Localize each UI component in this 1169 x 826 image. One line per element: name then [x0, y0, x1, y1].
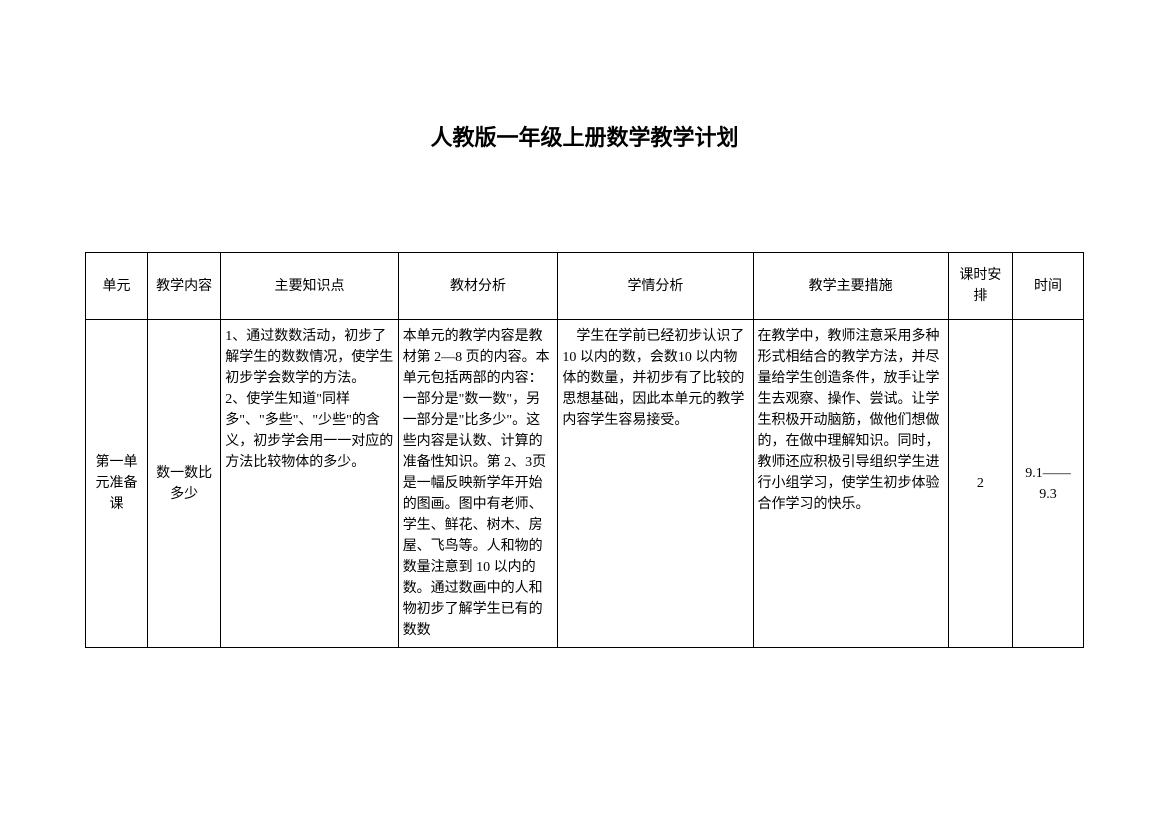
- cell-time: 9.1——9.3: [1012, 320, 1083, 648]
- lesson-plan-table: 单元 教学内容 主要知识点 教材分析 学情分析 教学主要措施 课时安排 时间 第…: [85, 252, 1084, 648]
- header-unit: 单元: [86, 253, 148, 320]
- header-knowledge: 主要知识点: [221, 253, 398, 320]
- header-measures: 教学主要措施: [753, 253, 948, 320]
- page-title: 人教版一年级上册数学教学计划: [85, 120, 1084, 152]
- header-time: 时间: [1012, 253, 1083, 320]
- header-content: 教学内容: [148, 253, 221, 320]
- cell-knowledge: 1、通过数数活动，初步了解学生的数数情况，使学生初步学会数学的方法。2、使学生知…: [221, 320, 398, 648]
- cell-hours: 2: [948, 320, 1012, 648]
- header-material: 教材分析: [398, 253, 558, 320]
- cell-unit: 第一单元准备课: [86, 320, 148, 648]
- cell-content: 数一数比多少: [148, 320, 221, 648]
- header-student: 学情分析: [558, 253, 753, 320]
- header-hours: 课时安排: [948, 253, 1012, 320]
- cell-measures: 在教学中，教师注意采用多种形式相结合的教学方法，并尽量给学生创造条件，放手让学生…: [753, 320, 948, 648]
- table-header-row: 单元 教学内容 主要知识点 教材分析 学情分析 教学主要措施 课时安排 时间: [86, 253, 1084, 320]
- cell-student: 学生在学前已经初步认识了 10 以内的数，会数10 以内物体的数量，并初步有了比…: [558, 320, 753, 648]
- cell-material: 本单元的教学内容是教材第 2—8 页的内容。本单元包括两部的内容：一部分是"数一…: [398, 320, 558, 648]
- table-row: 第一单元准备课 数一数比多少 1、通过数数活动，初步了解学生的数数情况，使学生初…: [86, 320, 1084, 648]
